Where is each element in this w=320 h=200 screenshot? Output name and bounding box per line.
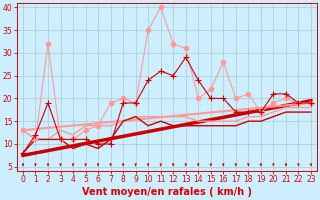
- X-axis label: Vent moyen/en rafales ( km/h ): Vent moyen/en rafales ( km/h ): [82, 187, 252, 197]
